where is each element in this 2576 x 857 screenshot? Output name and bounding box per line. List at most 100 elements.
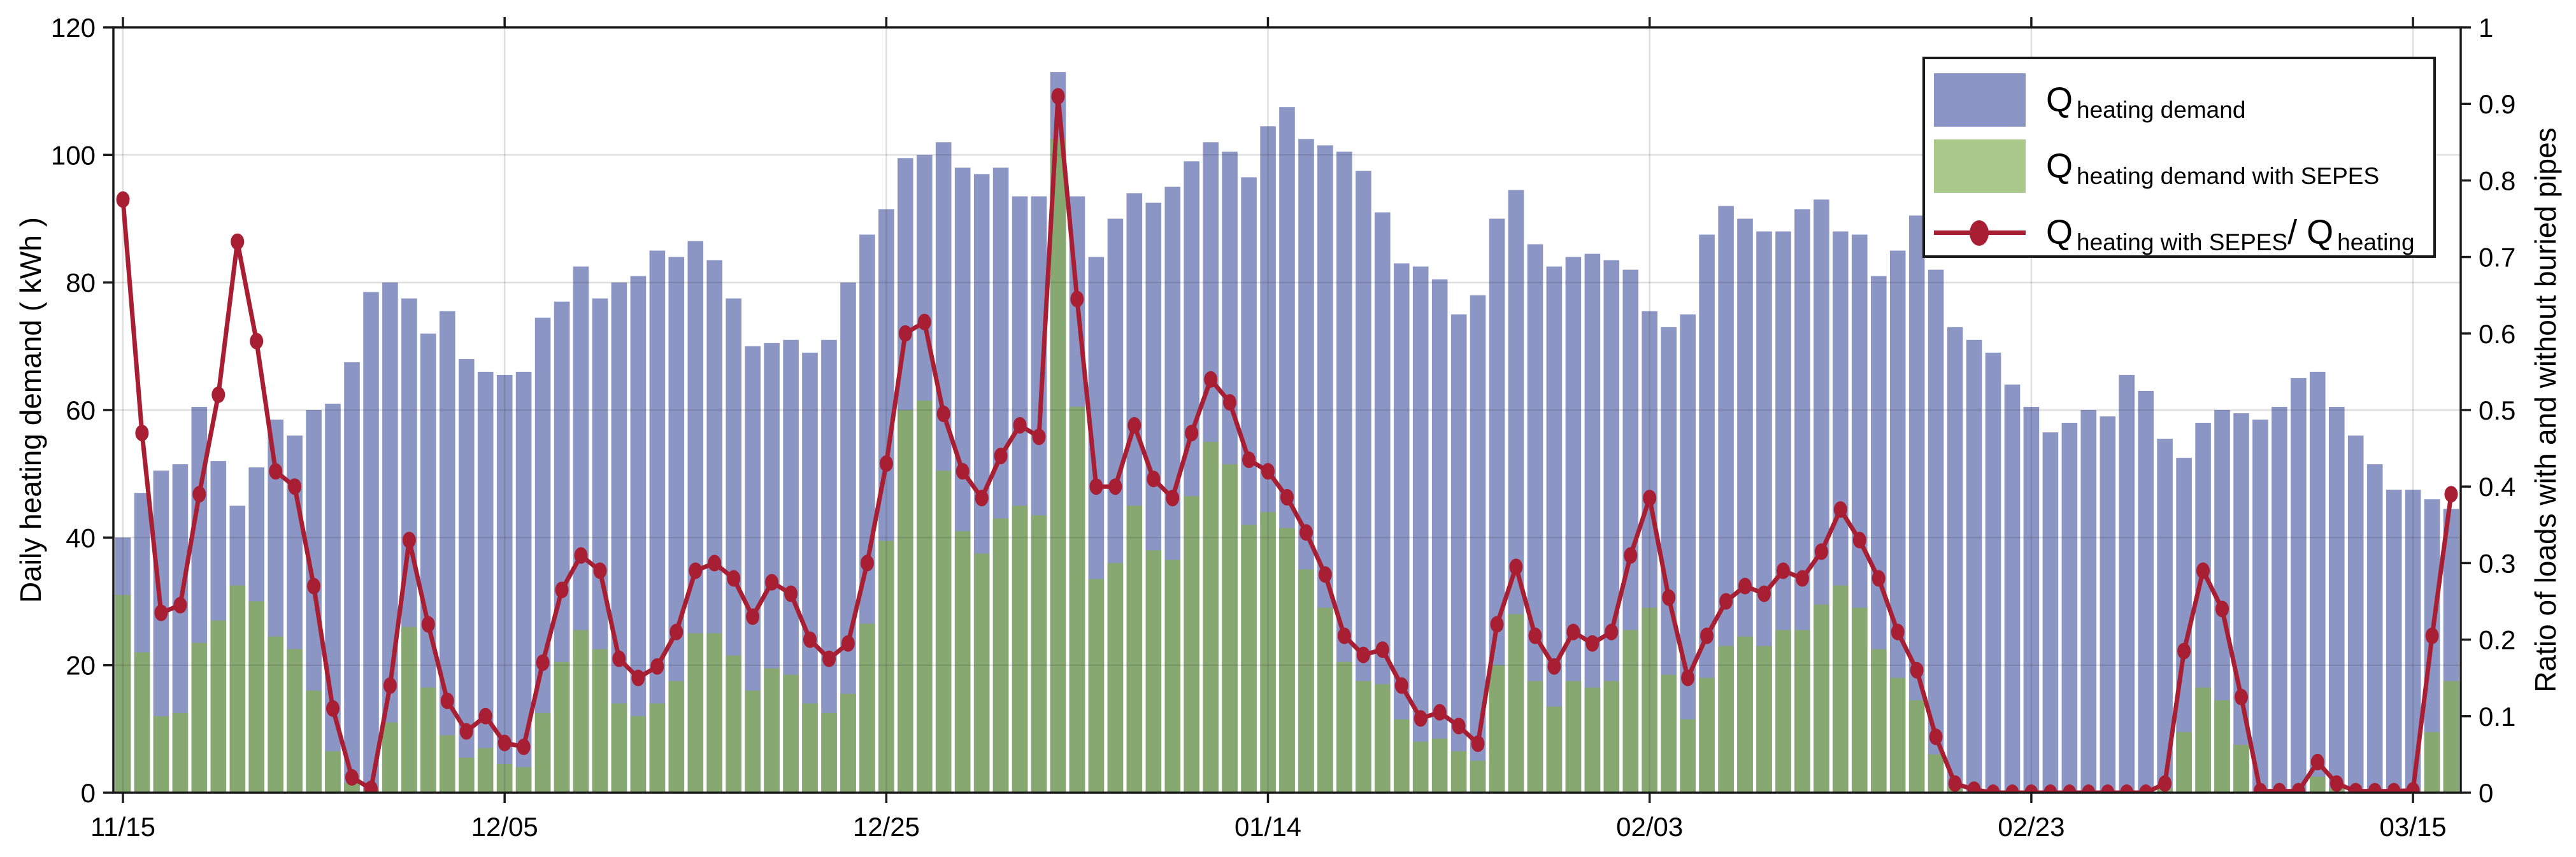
bar-heating-demand-sepes [534, 712, 551, 793]
bar-heating-demand [2329, 407, 2345, 793]
bars-series-1 [115, 139, 2459, 793]
ratio-marker [1605, 623, 1619, 641]
bar-heating-demand [344, 362, 360, 793]
bar-heating-demand-sepes [802, 703, 818, 793]
bar-heating-demand-sepes [592, 649, 608, 793]
bar-heating-demand-sepes [268, 636, 283, 793]
ratio-marker [555, 581, 569, 598]
ratio-marker [497, 734, 512, 751]
bar-heating-demand-sepes [1737, 636, 1753, 793]
ratio-marker [669, 623, 683, 641]
bar-heating-demand [649, 250, 666, 793]
bar-heating-demand-sepes [992, 518, 1009, 793]
left-y-axis-label: Daily heating demand ( kWh ) [14, 217, 47, 603]
ratio-marker [2310, 753, 2324, 770]
ratio-marker [1757, 585, 1771, 602]
x-tick-label: 01/14 [1234, 812, 1301, 842]
bar-heating-demand-sepes [229, 585, 246, 793]
bar-heating-demand-sepes [1833, 585, 1849, 793]
bar-heating-demand-sepes [1889, 677, 1906, 793]
bar-heating-demand-sepes [1222, 464, 1238, 793]
ratio-marker [2406, 782, 2420, 793]
bar-heating-demand-sepes [1699, 677, 1715, 793]
ratio-marker [459, 723, 473, 740]
y-left-tick-label: 40 [66, 523, 96, 553]
bar-heating-demand-sepes [440, 735, 455, 793]
bar-heating-demand-sepes [287, 649, 303, 793]
ratio-marker [650, 658, 664, 675]
y-right-tick-label: 0.6 [2479, 319, 2515, 349]
bar-heating-demand-sepes [554, 662, 570, 793]
bar-heating-demand-sepes [898, 410, 913, 793]
ratio-marker [1986, 784, 2000, 793]
ratio-marker [612, 650, 626, 667]
ratio-marker [536, 654, 550, 671]
bar-heating-demand-sepes [2195, 687, 2211, 793]
ratio-marker [841, 635, 855, 652]
ratio-marker [1337, 627, 1351, 644]
ratio-marker [1871, 570, 1885, 587]
y-right-tick-label: 0.3 [2479, 548, 2515, 578]
ratio-marker [2425, 627, 2439, 644]
bar-heating-demand-sepes [1412, 741, 1429, 793]
ratio-marker [288, 478, 302, 495]
bar-heating-demand-sepes [1489, 665, 1505, 793]
ratio-marker [383, 677, 397, 694]
legend-swatch-bar [1934, 139, 2026, 193]
ratio-series [116, 88, 2458, 793]
ratio-marker [1643, 490, 1657, 507]
bar-heating-demand [2347, 436, 2364, 793]
bar-heating-demand-sepes [1603, 681, 1620, 793]
bar-heating-demand-sepes [477, 747, 494, 793]
ratio-marker [994, 448, 1008, 465]
ratio-marker [2024, 784, 2038, 793]
bar-heating-demand-sepes [2443, 681, 2459, 793]
bar-heating-demand [1394, 263, 1410, 793]
y-right-tick-label: 0.8 [2479, 166, 2515, 195]
y-left-tick-label: 100 [51, 140, 96, 170]
bar-heating-demand [363, 292, 379, 793]
bar-heating-demand-sepes [1718, 646, 1734, 793]
bar-heating-demand [2310, 371, 2326, 793]
ratio-marker [326, 700, 340, 717]
ratio-marker [2063, 784, 2077, 793]
x-tick-label: 02/23 [1998, 812, 2064, 842]
ratio-marker [1356, 646, 1370, 663]
bar-heating-demand-sepes [935, 471, 952, 793]
y-right-tick-label: 0.7 [2479, 243, 2515, 273]
ratio-marker [1108, 478, 1122, 495]
ratio-marker [936, 406, 950, 422]
bar-heating-demand-sepes [764, 668, 780, 793]
ratio-marker [803, 631, 817, 648]
bar-heating-demand [496, 374, 513, 793]
bar-heating-demand-sepes [172, 712, 189, 793]
ratio-marker [1852, 532, 1866, 549]
bar-heating-demand-sepes [248, 601, 264, 793]
ratio-marker [440, 692, 454, 709]
bar-heating-demand [2119, 374, 2135, 793]
ratio-marker [211, 386, 225, 403]
bar-heating-demand [1546, 266, 1563, 793]
ratio-marker [1795, 570, 1809, 587]
ratio-marker [2120, 784, 2134, 793]
bar-heating-demand-sepes [1184, 496, 1199, 793]
bar-heating-demand-sepes [1527, 681, 1543, 793]
bar-heating-demand-sepes [1298, 569, 1314, 793]
ratio-marker [1738, 577, 1752, 595]
bar-heating-demand [2386, 490, 2402, 793]
ratio-marker [1700, 627, 1714, 644]
ratio-marker [1394, 677, 1408, 694]
bar-heating-demand-sepes [630, 716, 647, 793]
ratio-marker [1299, 524, 1313, 541]
y-left-tick-label: 60 [66, 395, 96, 425]
bar-heating-demand-sepes [2424, 732, 2440, 793]
ratio-marker [1910, 662, 1924, 679]
bar-heating-demand-sepes [1069, 407, 1085, 793]
ratio-marker [1833, 501, 1847, 518]
bar-heating-demand-sepes [344, 783, 360, 793]
